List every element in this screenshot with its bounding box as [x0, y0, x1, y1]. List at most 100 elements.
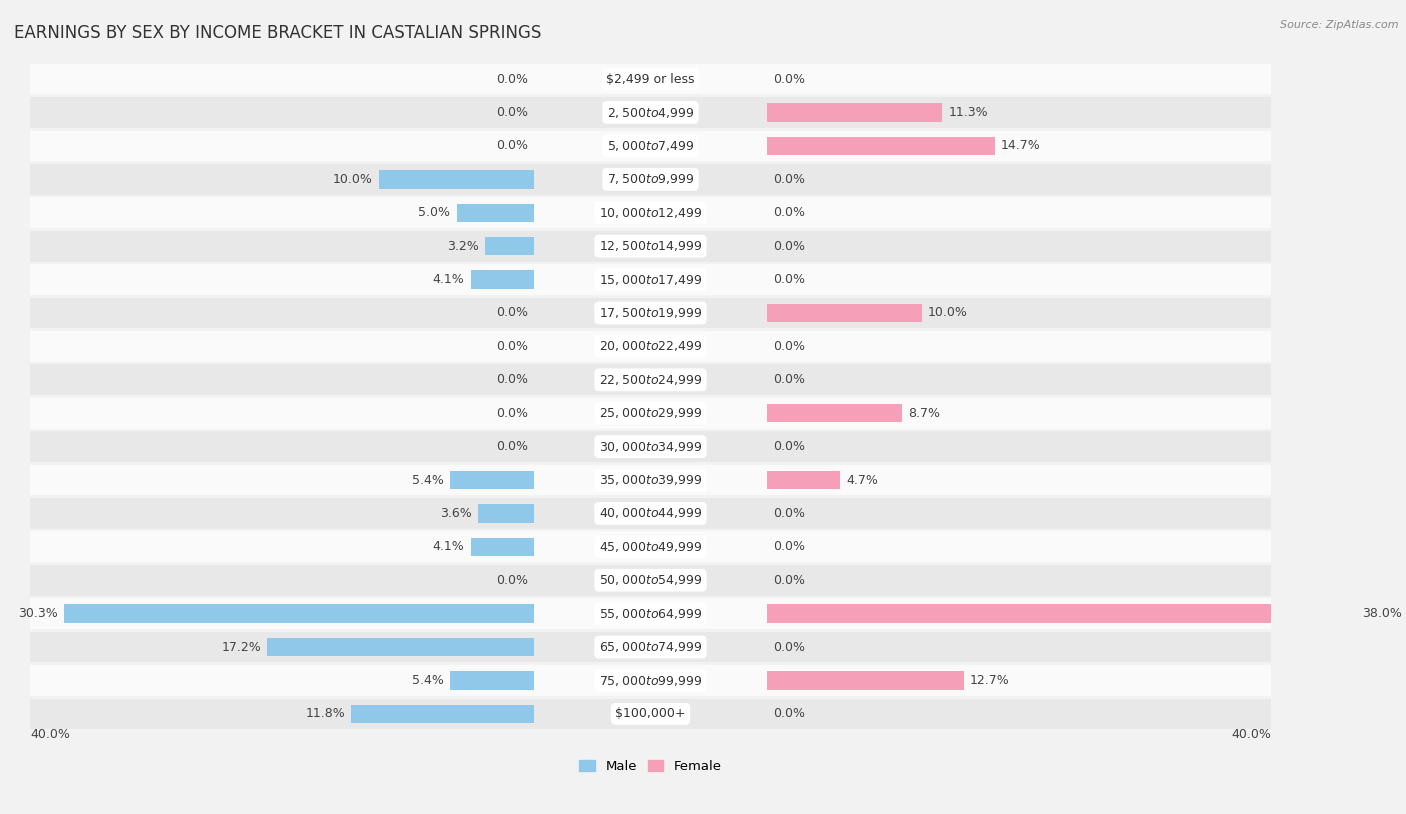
Text: $2,500 to $4,999: $2,500 to $4,999	[607, 106, 695, 120]
Bar	[31, 398, 1271, 429]
Text: 0.0%: 0.0%	[773, 206, 806, 219]
Text: 0.0%: 0.0%	[496, 574, 529, 587]
Text: $17,500 to $19,999: $17,500 to $19,999	[599, 306, 702, 320]
Text: $2,499 or less: $2,499 or less	[606, 72, 695, 85]
Text: Source: ZipAtlas.com: Source: ZipAtlas.com	[1281, 20, 1399, 30]
Bar	[766, 137, 995, 155]
Text: 10.0%: 10.0%	[928, 307, 967, 319]
Bar	[65, 605, 534, 623]
Bar	[31, 164, 1271, 195]
Text: $7,500 to $9,999: $7,500 to $9,999	[607, 173, 695, 186]
Text: 40.0%: 40.0%	[31, 729, 70, 741]
Bar	[380, 170, 534, 189]
Text: 4.1%: 4.1%	[433, 540, 464, 554]
Bar	[766, 605, 1355, 623]
Text: 0.0%: 0.0%	[496, 340, 529, 353]
Text: 4.1%: 4.1%	[433, 273, 464, 286]
Text: 0.0%: 0.0%	[773, 440, 806, 453]
Text: 0.0%: 0.0%	[773, 273, 806, 286]
Text: $10,000 to $12,499: $10,000 to $12,499	[599, 206, 702, 220]
Text: 0.0%: 0.0%	[773, 173, 806, 186]
Text: 0.0%: 0.0%	[496, 106, 529, 119]
Text: $40,000 to $44,999: $40,000 to $44,999	[599, 506, 702, 520]
Text: $25,000 to $29,999: $25,000 to $29,999	[599, 406, 702, 420]
Text: $75,000 to $99,999: $75,000 to $99,999	[599, 673, 702, 688]
Text: 0.0%: 0.0%	[773, 707, 806, 720]
Text: 0.0%: 0.0%	[773, 641, 806, 654]
Text: 0.0%: 0.0%	[496, 407, 529, 420]
Bar	[31, 698, 1271, 729]
Text: $35,000 to $39,999: $35,000 to $39,999	[599, 473, 702, 487]
Bar	[31, 331, 1271, 361]
Text: 0.0%: 0.0%	[773, 340, 806, 353]
Text: 11.8%: 11.8%	[305, 707, 344, 720]
Text: $15,000 to $17,499: $15,000 to $17,499	[599, 273, 702, 287]
Bar	[31, 498, 1271, 529]
Text: $55,000 to $64,999: $55,000 to $64,999	[599, 606, 702, 621]
Bar	[31, 532, 1271, 562]
Text: 0.0%: 0.0%	[773, 540, 806, 554]
Bar	[478, 504, 534, 523]
Text: 4.7%: 4.7%	[846, 474, 877, 487]
Bar	[450, 470, 534, 489]
Text: 5.0%: 5.0%	[419, 206, 450, 219]
Bar	[766, 404, 901, 422]
Text: 0.0%: 0.0%	[773, 507, 806, 520]
Bar	[31, 365, 1271, 395]
Text: 0.0%: 0.0%	[773, 574, 806, 587]
Bar	[457, 204, 534, 222]
Bar	[766, 304, 922, 322]
Text: 3.2%: 3.2%	[447, 239, 478, 252]
Bar	[31, 598, 1271, 629]
Bar	[267, 638, 534, 656]
Bar	[352, 705, 534, 723]
Bar	[31, 130, 1271, 161]
Text: $12,500 to $14,999: $12,500 to $14,999	[599, 239, 702, 253]
Bar	[31, 298, 1271, 328]
Bar	[471, 270, 534, 289]
Bar	[31, 565, 1271, 596]
Bar	[485, 237, 534, 256]
Bar	[471, 538, 534, 556]
Text: 8.7%: 8.7%	[908, 407, 939, 420]
Text: $5,000 to $7,499: $5,000 to $7,499	[607, 139, 695, 153]
Bar	[450, 672, 534, 689]
Text: 38.0%: 38.0%	[1362, 607, 1402, 620]
Bar	[31, 465, 1271, 496]
Text: 30.3%: 30.3%	[18, 607, 58, 620]
Text: 40.0%: 40.0%	[1230, 729, 1271, 741]
Text: 17.2%: 17.2%	[222, 641, 262, 654]
Bar	[31, 665, 1271, 696]
Text: EARNINGS BY SEX BY INCOME BRACKET IN CASTALIAN SPRINGS: EARNINGS BY SEX BY INCOME BRACKET IN CAS…	[14, 24, 541, 42]
Text: 0.0%: 0.0%	[496, 139, 529, 152]
Text: 0.0%: 0.0%	[496, 72, 529, 85]
Text: $50,000 to $54,999: $50,000 to $54,999	[599, 573, 702, 587]
Text: 3.6%: 3.6%	[440, 507, 472, 520]
Bar	[766, 672, 963, 689]
Text: $100,000+: $100,000+	[616, 707, 686, 720]
Text: 14.7%: 14.7%	[1001, 139, 1040, 152]
Bar	[31, 197, 1271, 228]
Text: 10.0%: 10.0%	[333, 173, 373, 186]
Bar	[31, 431, 1271, 462]
Text: 0.0%: 0.0%	[496, 374, 529, 387]
Text: 11.3%: 11.3%	[948, 106, 988, 119]
Bar	[31, 97, 1271, 128]
Text: 0.0%: 0.0%	[773, 72, 806, 85]
Bar	[31, 632, 1271, 663]
Text: $22,500 to $24,999: $22,500 to $24,999	[599, 373, 702, 387]
Text: 0.0%: 0.0%	[496, 440, 529, 453]
Text: 5.4%: 5.4%	[412, 674, 444, 687]
Text: 5.4%: 5.4%	[412, 474, 444, 487]
Text: 12.7%: 12.7%	[970, 674, 1010, 687]
Bar	[31, 265, 1271, 295]
Text: $45,000 to $49,999: $45,000 to $49,999	[599, 540, 702, 554]
Text: $30,000 to $34,999: $30,000 to $34,999	[599, 440, 702, 453]
Text: 0.0%: 0.0%	[773, 239, 806, 252]
Text: $20,000 to $22,499: $20,000 to $22,499	[599, 339, 702, 353]
Text: 0.0%: 0.0%	[773, 374, 806, 387]
Text: 0.0%: 0.0%	[496, 307, 529, 319]
Legend: Male, Female: Male, Female	[574, 755, 727, 778]
Text: $65,000 to $74,999: $65,000 to $74,999	[599, 640, 702, 654]
Bar	[31, 231, 1271, 261]
